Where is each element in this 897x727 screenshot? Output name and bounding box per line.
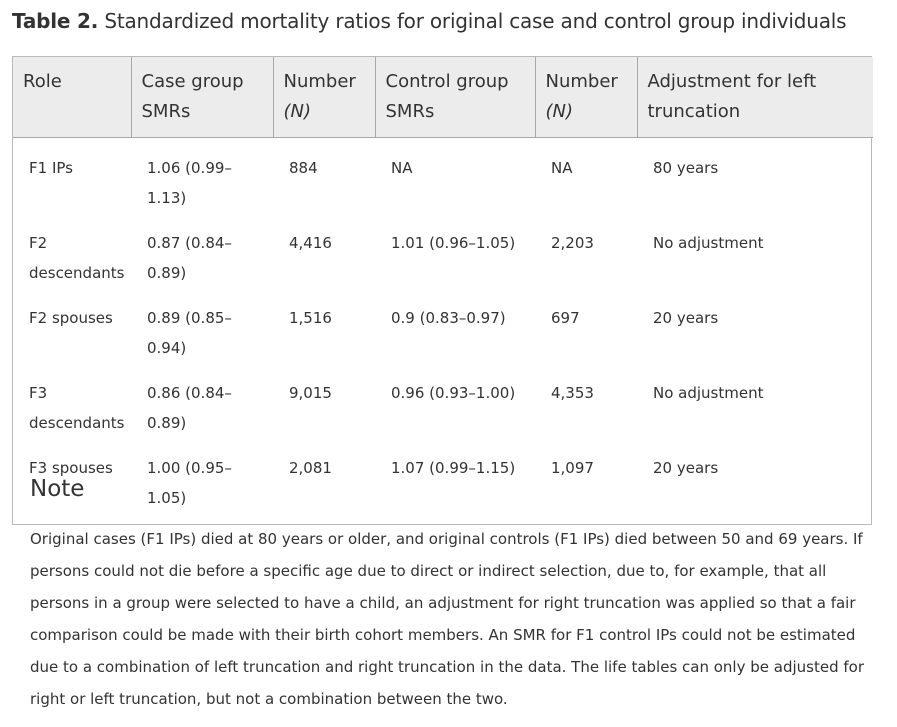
cell-adjustment: 20 years [653,459,719,477]
table-body: F1 IPs 1.06 (0.99–1.13) 884 NA NA 80 yea… [13,138,873,525]
header-case-number-line2: (N) [283,101,312,122]
header-control-number-line1: Number [545,71,618,92]
table-row: F3 spouses 1.00 (0.95–1.05) 2,081 1.07 (… [13,453,873,524]
cell-role: F1 IPs [29,159,73,177]
header-case-number: Number (N) [273,57,376,138]
cell-adjustment: No adjustment [653,234,764,252]
header-control-number: Number (N) [535,57,638,138]
header-adjustment-line2: truncation [647,101,741,122]
cell-adjustment: No adjustment [653,384,764,402]
header-role-label: Role [23,71,62,92]
mortality-table: Role Case group SMRs Number (N) Control … [12,56,873,525]
table-row: F3 descendants 0.86 (0.84–0.89) 9,015 0.… [13,378,873,453]
header-role: Role [13,57,132,138]
cell-role: F2 descendants [29,234,125,282]
cell-role: F3 descendants [29,384,125,432]
table-header: Role Case group SMRs Number (N) Control … [13,57,873,138]
header-control-number-line2: (N) [545,101,574,122]
cell-case-smr: 1.06 (0.99–1.13) [147,159,232,207]
cell-control-smr: 1.01 (0.96–1.05) [391,234,516,252]
cell-case-number: 9,015 [289,384,332,402]
cell-case-smr: 0.89 (0.85–0.94) [147,309,232,357]
cell-control-number: 697 [551,309,580,327]
header-control-smr: Control group SMRs [375,57,536,138]
cell-adjustment: 80 years [653,159,719,177]
cell-case-smr: 0.86 (0.84–0.89) [147,384,232,432]
cell-control-smr: NA [391,159,413,177]
cell-case-smr: 1.00 (0.95–1.05) [147,459,232,507]
header-adjustment-line1: Adjustment for left [647,71,817,92]
cell-control-smr: 0.9 (0.83–0.97) [391,309,506,327]
header-control-smr-line1: Control group [385,71,509,92]
cell-role: F2 spouses [29,309,113,327]
cell-case-number: 2,081 [289,459,332,477]
table-row: F2 spouses 0.89 (0.85–0.94) 1,516 0.9 (0… [13,303,873,378]
header-case-smr-line2: SMRs [141,101,191,122]
header-case-number-line1: Number [283,71,356,92]
cell-control-smr: 1.07 (0.99–1.15) [391,459,516,477]
note-heading: Note [30,476,85,502]
cell-case-number: 4,416 [289,234,332,252]
cell-control-number: 1,097 [551,459,594,477]
table-header-row: Role Case group SMRs Number (N) Control … [13,57,873,138]
header-adjustment: Adjustment for left truncation [637,57,873,138]
table-caption-label: Table 2. [12,9,99,33]
cell-control-smr: 0.96 (0.93–1.00) [391,384,516,402]
cell-case-number: 1,516 [289,309,332,327]
cell-control-number: 2,203 [551,234,594,252]
table-caption: Table 2. Standardized mortality ratios f… [12,8,847,34]
table-row: F2 descendants 0.87 (0.84–0.89) 4,416 1.… [13,228,873,303]
note-paragraph: Original cases (F1 IPs) died at 80 years… [30,530,864,708]
table-row: F1 IPs 1.06 (0.99–1.13) 884 NA NA 80 yea… [13,138,873,229]
header-control-smr-line2: SMRs [385,101,435,122]
cell-adjustment: 20 years [653,309,719,327]
cell-control-number: 4,353 [551,384,594,402]
cell-control-number: NA [551,159,573,177]
smr-table: Role Case group SMRs Number (N) Control … [13,57,873,524]
table-caption-text: Standardized mortality ratios for origin… [104,9,847,33]
header-case-smr-line1: Case group [141,71,244,92]
header-case-smr: Case group SMRs [131,57,274,138]
cell-case-smr: 0.87 (0.84–0.89) [147,234,232,282]
cell-role: F3 spouses [29,459,113,477]
cell-case-number: 884 [289,159,318,177]
